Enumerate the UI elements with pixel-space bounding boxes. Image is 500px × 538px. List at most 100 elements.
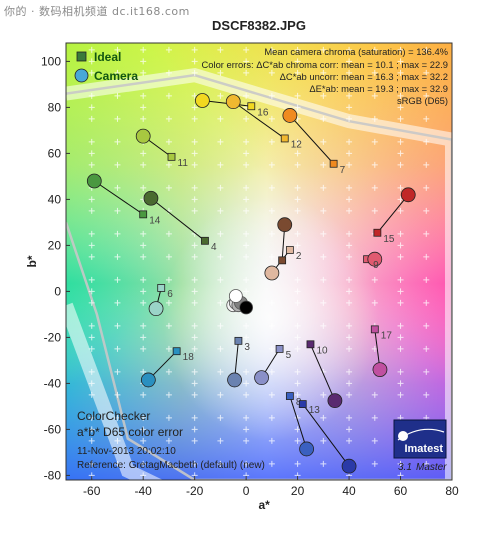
grid-crosses [88,46,430,479]
grid-cross [371,299,378,306]
grid-cross [88,115,95,122]
grid-cross [268,414,275,421]
grid-cross [165,161,172,168]
y-tick-label: -40 [44,376,62,390]
grid-cross [140,414,147,421]
grid-cross [88,299,95,306]
patch-label: 16 [257,107,269,118]
x-tick-label: -40 [135,484,153,498]
grid-cross [243,426,250,433]
grid-cross [320,414,327,421]
grid-cross [217,437,224,444]
grid-cross [294,69,301,76]
grid-cross [371,46,378,53]
grid-cross [423,138,430,145]
camera-marker [277,217,293,233]
y-tick-label: 60 [48,146,62,160]
grid-cross [88,437,95,444]
grid-cross [165,69,172,76]
grid-cross [397,368,404,375]
grid-cross [423,230,430,237]
grid-cross [294,391,301,398]
grid-cross [243,58,250,65]
grid-cross [294,253,301,260]
caption-block: ColorChecker a*b* D65 color error 11-Nov… [77,409,265,471]
grid-cross [191,345,198,352]
chart-title: DSCF8382.JPG [212,18,306,33]
legend-camera-label: Camera [94,69,138,83]
grid-cross [88,380,95,387]
grid-cross [88,345,95,352]
grid-cross [346,322,353,329]
grid-cross [191,253,198,260]
grid-cross [397,104,404,111]
grid-cross [114,460,121,467]
grid-cross [320,207,327,214]
grid-cross [140,276,147,283]
patch-label: 17 [381,330,393,341]
grid-cross [346,414,353,421]
grid-cross [165,184,172,191]
grid-cross [397,138,404,145]
grid-cross [320,115,327,122]
grid-cross [320,230,327,237]
grid-cross [320,299,327,306]
grid-cross [165,138,172,145]
grid-cross [397,242,404,249]
grid-cross [165,368,172,375]
grid-cross [397,46,404,53]
grid-cross [397,288,404,295]
grid-cross [423,322,430,329]
grid-cross [191,391,198,398]
grid-cross [346,334,353,341]
grid-cross [243,322,250,329]
patch-label: 10 [316,345,328,356]
grid-cross [140,345,147,352]
camera-marker [299,441,315,457]
grid-cross [165,115,172,122]
grid-cross [397,69,404,76]
x-tick-label: 60 [394,484,408,498]
grid-cross [191,196,198,203]
grid-cross [88,104,95,111]
grid-cross [140,368,147,375]
grid-cross [397,276,404,283]
grid-cross [140,426,147,433]
grid-cross [346,58,353,65]
y-axis-ticks: -80 -60 -40 -20 0 20 40 60 80 100 [41,54,70,482]
grid-cross [243,253,250,260]
grid-cross [114,368,121,375]
grid-cross [346,104,353,111]
grid-cross [140,161,147,168]
grid-cross [217,184,224,191]
grid-cross [191,368,198,375]
grid-cross [397,253,404,260]
grid-cross [165,345,172,352]
grid-cross [191,184,198,191]
grid-cross [268,322,275,329]
y-tick-label: 100 [41,54,61,68]
grid-cross [217,345,224,352]
grid-cross [165,253,172,260]
grid-cross [423,207,430,214]
grid-cross [88,46,95,53]
patch-label: 18 [183,352,195,363]
grid-cross [140,230,147,237]
grid-cross [371,138,378,145]
camera-marker [400,187,416,203]
grid-cross [371,276,378,283]
grid-cross [88,242,95,249]
caption-reference: Reference: GretagMacbeth (default) (new) [77,460,265,471]
grid-cross [140,92,147,99]
grid-cross [397,322,404,329]
grid-cross [423,184,430,191]
ideal-marker [275,344,284,353]
camera-marker [341,458,357,474]
grid-cross [191,322,198,329]
ideal-marker [306,340,315,349]
grid-cross [191,161,198,168]
grid-cross [88,196,95,203]
grid-cross [217,92,224,99]
grid-cross [320,161,327,168]
grid-cross [114,437,121,444]
